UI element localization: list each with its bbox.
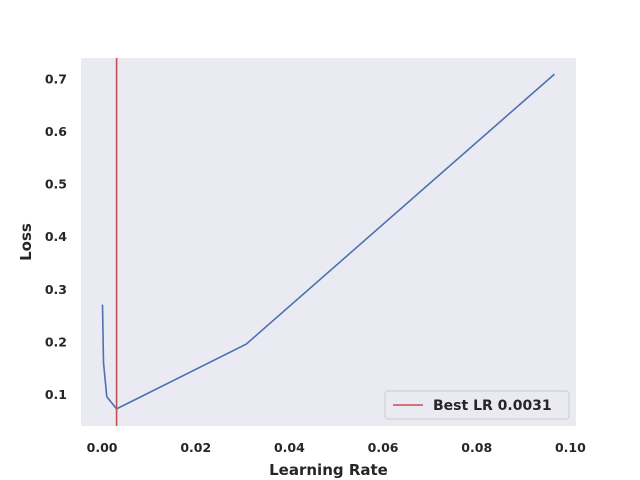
legend: Best LR 0.0031 xyxy=(384,390,570,420)
y-tick-label: 0.6 xyxy=(45,124,67,139)
loss-series-line xyxy=(101,73,556,410)
x-tick-label: 0.08 xyxy=(461,440,492,455)
y-tick-label: 0.1 xyxy=(45,387,67,402)
x-tick-label: 0.02 xyxy=(180,440,211,455)
legend-box xyxy=(384,390,570,420)
x-tick-label: 0.04 xyxy=(274,440,305,455)
y-axis-title: Loss xyxy=(17,223,35,261)
legend-label-best-lr: Best LR 0.0031 xyxy=(433,398,552,414)
y-tick-label: 0.4 xyxy=(45,229,67,244)
y-tick-label: 0.5 xyxy=(45,177,67,192)
x-tick-label: 0.00 xyxy=(87,440,118,455)
x-tick-label: 0.06 xyxy=(368,440,399,455)
y-tick-label: 0.2 xyxy=(45,335,67,350)
x-axis-title: Learning Rate xyxy=(269,461,388,479)
plot-area xyxy=(81,58,576,426)
y-tick-label: 0.7 xyxy=(45,71,67,86)
y-tick-label: 0.3 xyxy=(45,282,67,297)
ticks-layer: 0.00 0.02 0.04 0.06 0.08 0.10 0.1 0.2 0.3 0.4 0.5 0… xyxy=(45,71,586,455)
x-tick-label: 0.10 xyxy=(555,440,586,455)
